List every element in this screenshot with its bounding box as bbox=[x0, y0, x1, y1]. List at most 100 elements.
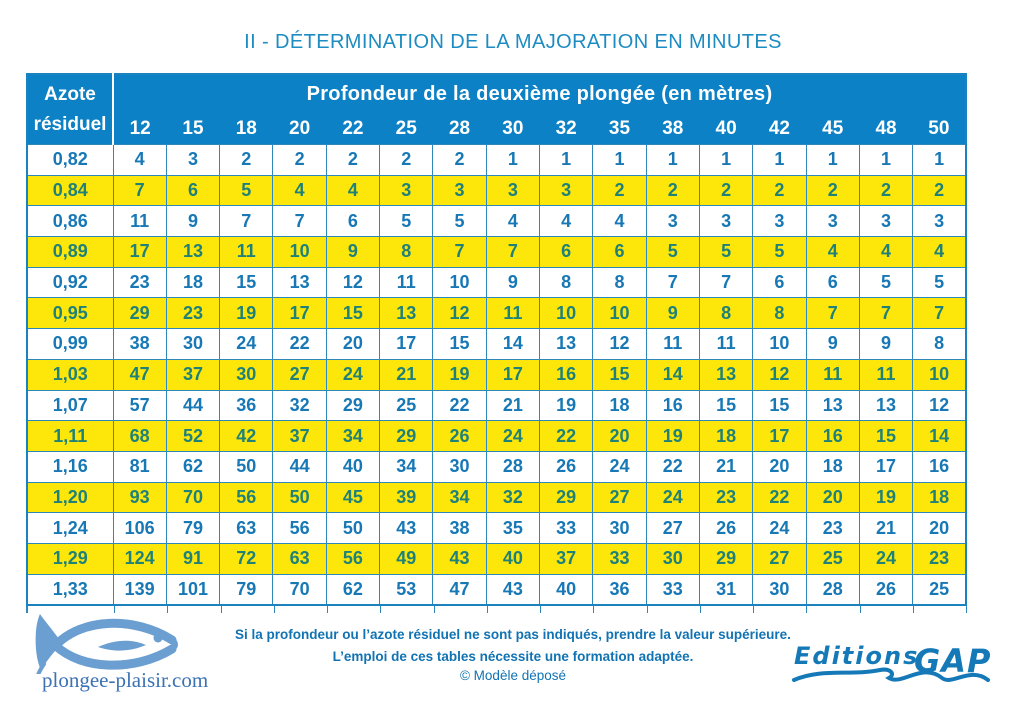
majoration-cell: 22 bbox=[752, 481, 807, 514]
majoration-cell: 21 bbox=[485, 389, 541, 422]
majoration-cell: 50 bbox=[272, 481, 327, 514]
majoration-cell: 17 bbox=[272, 297, 327, 330]
majoration-cell: 12 bbox=[432, 297, 487, 330]
majoration-cell: 19 bbox=[432, 358, 487, 391]
note-line-1: Si la profondeur ou l’azote résiduel ne … bbox=[235, 627, 791, 642]
majoration-cell: 11 bbox=[805, 358, 860, 391]
majoration-cell: 14 bbox=[485, 328, 541, 360]
depth-col-header: 30 bbox=[486, 113, 540, 145]
majoration-cell: 29 bbox=[538, 481, 594, 514]
majoration-cell: 16 bbox=[805, 420, 860, 452]
majoration-cell: 40 bbox=[538, 573, 594, 606]
table-row: 0,95 29 23 19 17 15 13 12 11 10 10 9 8 8 7 7 7 bbox=[26, 297, 967, 330]
majoration-cell: 10 bbox=[592, 297, 647, 330]
majoration-cell: 27 bbox=[645, 512, 700, 544]
majoration-cell: 7 bbox=[219, 205, 274, 238]
majoration-cell: 3 bbox=[752, 205, 807, 238]
majoration-cell: 50 bbox=[325, 512, 381, 544]
table-header: Azote résiduel Profondeur de la deuxième… bbox=[27, 74, 966, 145]
majoration-cell: 7 bbox=[805, 297, 860, 330]
majoration-cell: 3 bbox=[912, 205, 967, 238]
majoration-cell: 70 bbox=[165, 481, 221, 514]
majoration-cell: 5 bbox=[752, 236, 807, 268]
majoration-cell: 22 bbox=[432, 389, 487, 422]
majoration-cell: 13 bbox=[805, 389, 860, 422]
majoration-cell: 30 bbox=[432, 450, 487, 483]
majoration-cell: 17 bbox=[752, 420, 807, 452]
majoration-cell: 11 bbox=[645, 328, 700, 360]
table-row: 1,33 139 101 79 70 62 53 47 43 40 36 33 31 30 28 26 25 bbox=[26, 573, 967, 606]
gap-logo-wave bbox=[792, 667, 990, 682]
majoration-cell: 37 bbox=[165, 358, 221, 391]
majoration-cell: 36 bbox=[592, 573, 647, 606]
majoration-cell: 7 bbox=[112, 174, 167, 207]
majoration-cell: 13 bbox=[858, 389, 914, 422]
majoration-cell: 17 bbox=[112, 236, 167, 268]
majoration-cell: 5 bbox=[432, 205, 487, 238]
majoration-cell: 30 bbox=[645, 542, 700, 575]
majoration-cell: 57 bbox=[112, 389, 167, 422]
table-row: 1,29 124 91 72 63 56 49 43 40 37 33 30 29 27 25 24 23 bbox=[26, 542, 967, 575]
majoration-cell: 15 bbox=[752, 389, 807, 422]
majoration-cell: 29 bbox=[112, 297, 167, 330]
majoration-cell: 5 bbox=[219, 174, 274, 207]
majoration-cell: 68 bbox=[112, 420, 167, 452]
majoration-cell: 22 bbox=[645, 450, 700, 483]
majoration-cell: 8 bbox=[379, 236, 434, 268]
majoration-cell: 12 bbox=[325, 266, 381, 299]
majoration-cell: 21 bbox=[698, 450, 754, 483]
majoration-cell: 11 bbox=[379, 266, 434, 299]
majoration-cell: 36 bbox=[219, 389, 274, 422]
majoration-cell: 30 bbox=[219, 358, 274, 391]
majoration-cell: 23 bbox=[912, 542, 967, 575]
majoration-cell: 33 bbox=[538, 512, 594, 544]
majoration-cell: 15 bbox=[698, 389, 754, 422]
depth-col-header: 22 bbox=[326, 113, 380, 145]
depth-col-header: 12 bbox=[113, 113, 167, 145]
azote-value: 0,84 bbox=[26, 174, 114, 207]
depth-col-header: 35 bbox=[592, 113, 647, 145]
majoration-cell: 2 bbox=[432, 144, 487, 176]
majoration-cell: 40 bbox=[325, 450, 381, 483]
table-row: 1,24 106 79 63 56 50 43 38 35 33 30 27 26 24 23 21 20 bbox=[26, 512, 967, 544]
majoration-cell: 26 bbox=[538, 450, 594, 483]
majoration-cell: 72 bbox=[219, 542, 274, 575]
majoration-cell: 17 bbox=[485, 358, 541, 391]
majoration-cell: 1 bbox=[698, 144, 754, 176]
depth-col-header: 32 bbox=[539, 113, 593, 145]
majoration-cell: 1 bbox=[912, 144, 967, 176]
majoration-cell: 16 bbox=[912, 450, 967, 483]
majoration-cell: 1 bbox=[485, 144, 541, 176]
majoration-cell: 10 bbox=[752, 328, 807, 360]
azote-header-line1: Azote bbox=[44, 84, 96, 106]
majoration-cell: 3 bbox=[432, 174, 487, 207]
majoration-cell: 11 bbox=[112, 205, 167, 238]
majoration-cell: 12 bbox=[752, 358, 807, 391]
depth-col-header: 15 bbox=[166, 113, 220, 145]
majoration-cell: 30 bbox=[752, 573, 807, 606]
azote-value: 1,24 bbox=[26, 512, 114, 544]
majoration-cell: 16 bbox=[645, 389, 700, 422]
depth-col-header: 20 bbox=[272, 113, 327, 145]
majoration-cell: 23 bbox=[698, 481, 754, 514]
majoration-cell: 7 bbox=[858, 297, 914, 330]
majoration-cell: 33 bbox=[645, 573, 700, 606]
column-ticks bbox=[26, 605, 967, 613]
table-row: 1,11 68 52 42 37 34 29 26 24 22 20 19 18 17 16 15 14 bbox=[26, 420, 967, 452]
depth-col-header: 50 bbox=[912, 113, 966, 145]
column-tick bbox=[26, 605, 115, 613]
column-tick bbox=[328, 605, 382, 613]
majoration-cell: 50 bbox=[219, 450, 274, 483]
majoration-cell: 21 bbox=[858, 512, 914, 544]
majoration-cell: 23 bbox=[165, 297, 221, 330]
majoration-cell: 43 bbox=[379, 512, 434, 544]
fish-eye bbox=[153, 633, 163, 643]
table-row: 1,20 93 70 56 50 45 39 34 32 29 27 24 23 22 20 19 18 bbox=[26, 481, 967, 514]
majoration-cell: 3 bbox=[645, 205, 700, 238]
majoration-cell: 17 bbox=[379, 328, 434, 360]
majoration-cell: 56 bbox=[272, 512, 327, 544]
majoration-cell: 24 bbox=[858, 542, 914, 575]
majoration-cell: 47 bbox=[112, 358, 167, 391]
majoration-cell: 2 bbox=[912, 174, 967, 207]
